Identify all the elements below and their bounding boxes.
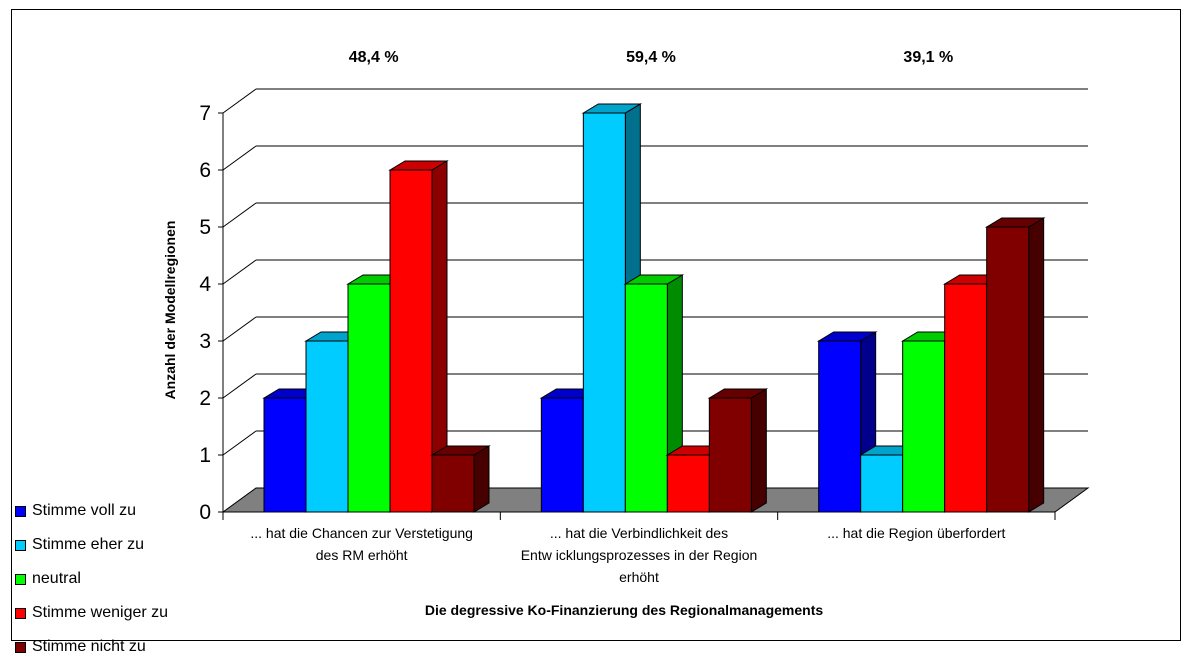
gridline-diagonal — [222, 259, 257, 285]
legend-label: Stimme voll zu — [32, 502, 137, 519]
bar — [263, 397, 307, 513]
legend-item: Stimme eher zu — [15, 528, 168, 562]
bar — [389, 169, 433, 513]
x-tick-label: erhöht — [619, 569, 659, 585]
legend-label: Stimme weniger zu — [32, 604, 169, 621]
x-tick-label: ... hat die Chancen zur Verstetigung — [250, 525, 473, 541]
legend-swatch — [15, 607, 26, 619]
legend-label: Stimme nicht zu — [32, 638, 146, 655]
legend-item: neutral — [15, 562, 168, 596]
y-tick-label: 1 — [199, 444, 211, 467]
bar — [431, 454, 475, 513]
bar — [708, 397, 752, 513]
bar — [902, 340, 946, 513]
x-tick-label: Entw icklungsprozesses in der Region — [521, 547, 758, 563]
legend: Stimme voll zu Stimme eher zu neutral St… — [15, 494, 168, 664]
gridline-diagonal — [222, 430, 257, 456]
bar-side — [750, 388, 767, 513]
y-axis-title: Anzahl der Modellregionen — [162, 221, 178, 400]
y-tick-label: 6 — [199, 159, 211, 182]
group-percentage-label: 39,1 % — [903, 49, 953, 66]
bar-side — [1028, 217, 1045, 513]
group-percentage-label: 59,4 % — [626, 49, 676, 66]
legend-label: neutral — [32, 570, 81, 587]
bar — [860, 454, 904, 513]
gridline-diagonal — [222, 202, 257, 228]
gridline-diagonal — [222, 145, 257, 171]
legend-item: Stimme weniger zu — [15, 596, 168, 630]
bar — [818, 340, 862, 513]
bar — [305, 340, 349, 513]
x-axis-title: Die degressive Ko-Finanzierung des Regio… — [425, 602, 824, 618]
y-tick-label: 4 — [199, 273, 211, 296]
y-tick-label: 2 — [199, 387, 211, 410]
legend-label: Stimme eher zu — [32, 536, 145, 553]
x-tick-label: ... hat die Region überfordert — [827, 525, 1005, 541]
legend-swatch — [15, 539, 26, 551]
gridline-diagonal — [222, 373, 257, 399]
y-tick-label: 3 — [199, 330, 211, 353]
y-tick-label: 7 — [199, 102, 211, 125]
bar — [347, 283, 391, 513]
legend-item: Stimme voll zu — [15, 494, 168, 528]
gridline-diagonal — [222, 316, 257, 342]
legend-item: Stimme nicht zu — [15, 630, 168, 664]
group-percentage-label: 48,4 % — [349, 49, 399, 66]
bar — [944, 283, 988, 513]
bar-chart: 0 1 2 3 4 5 6 7 ... hat die Chancen zur Versteti… — [162, 49, 1090, 618]
bar — [624, 283, 668, 513]
y-tick-label: 5 — [199, 216, 211, 239]
bar — [540, 397, 584, 513]
bar-side — [473, 445, 490, 513]
bar — [666, 454, 710, 513]
legend-swatch — [15, 641, 26, 653]
x-tick-label: des RM erhöht — [316, 547, 408, 563]
bar — [986, 226, 1030, 513]
legend-swatch — [15, 573, 26, 585]
gridline-diagonal — [222, 88, 257, 114]
x-tick-label: ... hat die Verbindlichkeit des — [550, 525, 728, 541]
legend-swatch — [15, 505, 26, 517]
y-tick-label: 0 — [199, 501, 211, 524]
bar — [582, 112, 626, 513]
